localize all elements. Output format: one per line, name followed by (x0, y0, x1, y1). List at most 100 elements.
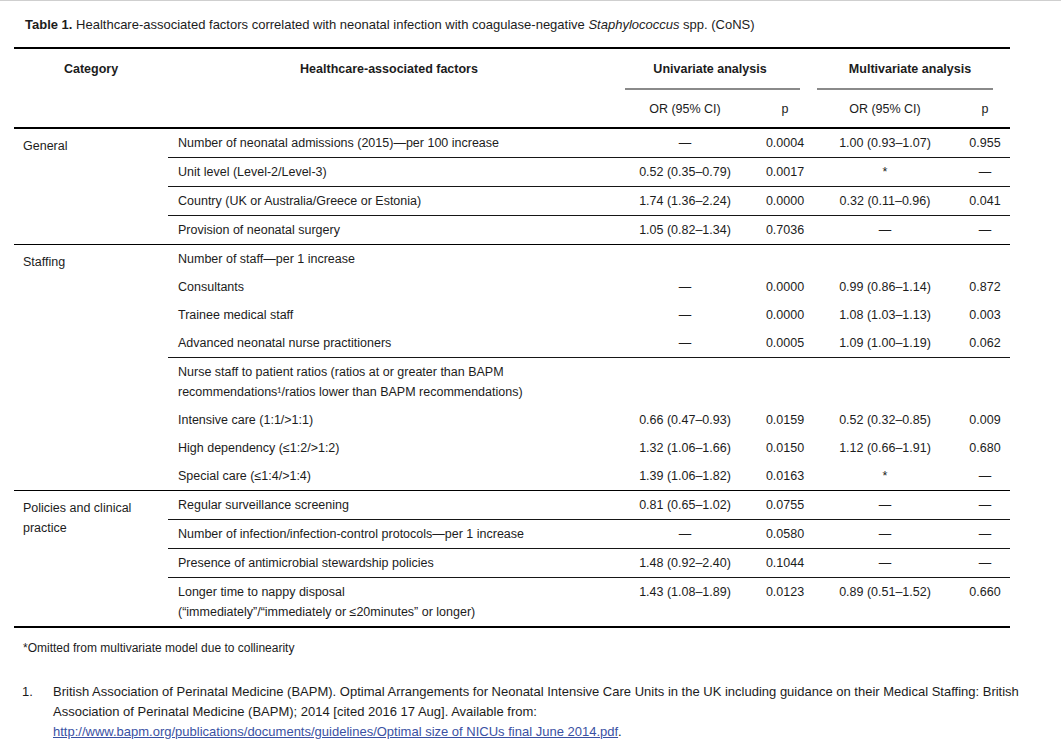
table-title-text: Healthcare-associated factors correlated… (72, 17, 588, 32)
table-row: Number of staff—per 1 increase (168, 245, 1010, 273)
category-label: Staffing (23, 252, 161, 272)
factor-cell: Presence of antimicrobial stewardship po… (168, 556, 610, 571)
factor-cell: Regular surveillance screening (168, 498, 610, 513)
factor-text: Presence of antimicrobial stewardship po… (178, 556, 602, 571)
multi-p-cell: — (960, 556, 1010, 571)
multi-or-cell: 1.00 (0.93–1.07) (810, 136, 960, 151)
uni-or-cell: 0.52 (0.35–0.79) (610, 165, 760, 180)
multi-or-cell: 1.09 (1.00–1.19) (810, 336, 960, 351)
col-header-univariate: Univariate analysis (610, 49, 810, 88)
multi-or-cell: — (810, 556, 960, 571)
uni-or-cell: 1.43 (1.08–1.89) (610, 585, 760, 620)
table-title-suffix: spp. (CoNS) (679, 17, 754, 32)
table-title-species: Staphylococcus (588, 17, 679, 32)
table-row: Trainee medical staff — 0.0000 1.08 (1.0… (168, 301, 1010, 329)
multi-p-cell: 0.955 (960, 136, 1010, 151)
factor-cell: Trainee medical staff (168, 308, 610, 323)
col-group-univariate: Univariate analysis (610, 49, 810, 90)
factor-text: Longer time to nappy disposal (178, 585, 602, 600)
table-row: Consultants — 0.0000 0.99 (0.86–1.14) 0.… (168, 273, 1010, 301)
table-header-row-stats: OR (95% CI) p OR (95% CI) p (14, 90, 1010, 127)
table-row: Advanced neonatal nurse practitioners — … (168, 329, 1010, 357)
uni-or-cell: — (610, 308, 760, 323)
uni-or-cell: — (610, 336, 760, 351)
table-row: Longer time to nappy disposal (“immediat… (168, 578, 1010, 626)
uni-p-cell (760, 365, 810, 400)
factor-text: Intensive care (1:1/>1:1) (178, 413, 602, 428)
table-row: Number of neonatal admissions (2015)—per… (168, 129, 1010, 157)
reference-entry: 1. British Association of Perinatal Medi… (22, 682, 1061, 742)
factor-cell: Special care (≤1:4/>1:4) (168, 469, 610, 484)
col-header-factors: Healthcare-associated factors (168, 49, 610, 88)
uni-p-cell: 0.0159 (760, 413, 810, 428)
factor-cell: Number of neonatal admissions (2015)—per… (168, 136, 610, 151)
table-row: Regular surveillance screening 0.81 (0.6… (168, 491, 1010, 519)
multi-or-cell: — (810, 223, 960, 238)
factor-cell: Advanced neonatal nurse practitioners (168, 336, 610, 351)
multi-or-cell: * (810, 165, 960, 180)
uni-p-cell: 0.0000 (760, 194, 810, 209)
factor-text: Number of neonatal admissions (2015)—per… (178, 136, 602, 151)
col-header-multivariate: Multivariate analysis (810, 49, 1010, 88)
uni-or-cell: 1.39 (1.06–1.82) (610, 469, 760, 484)
multi-p-cell (960, 365, 1010, 400)
uni-p-cell: 0.0004 (760, 136, 810, 151)
multi-p-cell: 0.003 (960, 308, 1010, 323)
factor-text: Trainee medical staff (178, 308, 602, 323)
table-section: General Number of neonatal admissions (2… (14, 129, 1010, 244)
multi-p-cell: 0.062 (960, 336, 1010, 351)
multi-p-cell: 0.041 (960, 194, 1010, 209)
table-row: Unit level (Level-2/Level-3) 0.52 (0.35–… (168, 158, 1010, 186)
section-rows: Number of staff—per 1 increase Consultan… (168, 245, 1010, 490)
factor-text: Consultants (178, 280, 602, 295)
factor-text: Unit level (Level-2/Level-3) (178, 165, 602, 180)
multi-or-cell: — (810, 527, 960, 542)
uni-or-cell: 1.74 (1.36–2.24) (610, 194, 760, 209)
uni-p-cell: 0.0123 (760, 585, 810, 620)
table-body: General Number of neonatal admissions (2… (14, 129, 1010, 628)
table-row: Provision of neonatal surgery 1.05 (0.82… (168, 216, 1010, 244)
uni-or-cell: 1.48 (0.92–2.40) (610, 556, 760, 571)
factor-text: Special care (≤1:4/>1:4) (178, 469, 602, 484)
col-header-uni-p: p (760, 102, 810, 116)
factor-text: Regular surveillance screening (178, 498, 602, 513)
uni-or-cell: 1.05 (0.82–1.34) (610, 223, 760, 238)
uni-or-cell: — (610, 280, 760, 295)
reference-citation: British Association of Perinatal Medicin… (53, 684, 1019, 719)
reference-suffix: . (618, 724, 622, 739)
uni-or-cell (610, 365, 760, 400)
col-header-multi-or: OR (95% CI) (810, 102, 960, 116)
table-section: Staffing Number of staff—per 1 increase … (14, 244, 1010, 490)
category-label: Policies and clinical practice (23, 498, 161, 538)
multi-p-cell (960, 252, 1010, 267)
factor-text: Provision of neonatal surgery (178, 223, 602, 238)
uni-or-cell: — (610, 527, 760, 542)
asterisk-footnote: *Omitted from multivariate model due to … (23, 641, 1061, 655)
multi-p-cell: 0.680 (960, 441, 1010, 456)
uni-p-cell: 0.0005 (760, 336, 810, 351)
section-rows: Number of neonatal admissions (2015)—per… (168, 129, 1010, 244)
factor-cell: High dependency (≤1:2/>1:2) (168, 441, 610, 456)
col-group-multivariate: Multivariate analysis (810, 49, 1010, 90)
table-row: Nurse staff to patient ratios (ratios at… (168, 358, 1010, 406)
uni-or-cell (610, 252, 760, 267)
uni-p-cell: 0.0150 (760, 441, 810, 456)
page: { "title": { "label": "Table 1.", "text"… (0, 0, 1061, 752)
multi-p-cell: — (960, 223, 1010, 238)
factor-cell: Number of infection/infection-control pr… (168, 527, 610, 542)
factor-cell: Intensive care (1:1/>1:1) (168, 413, 610, 428)
table-row: Presence of antimicrobial stewardship po… (168, 549, 1010, 577)
uni-or-cell: 1.32 (1.06–1.66) (610, 441, 760, 456)
results-table: Category Healthcare-associated factors U… (14, 47, 1010, 628)
multi-or-cell: * (810, 469, 960, 484)
factor-cell: Nurse staff to patient ratios (ratios at… (168, 365, 610, 400)
uni-p-cell: 0.0580 (760, 527, 810, 542)
reference-link[interactable]: http://www.bapm.org/publications/documen… (53, 724, 618, 739)
table-section: Policies and clinical practice Regular s… (14, 490, 1010, 626)
uni-p-cell: 0.0163 (760, 469, 810, 484)
factor-text: Advanced neonatal nurse practitioners (178, 336, 602, 351)
table-header-row-groups: Category Healthcare-associated factors U… (14, 49, 1010, 90)
uni-p-cell: 0.1044 (760, 556, 810, 571)
uni-p-cell (760, 252, 810, 267)
factor-text-line2: (“immediately”/“immediately or ≤20minute… (178, 605, 602, 620)
